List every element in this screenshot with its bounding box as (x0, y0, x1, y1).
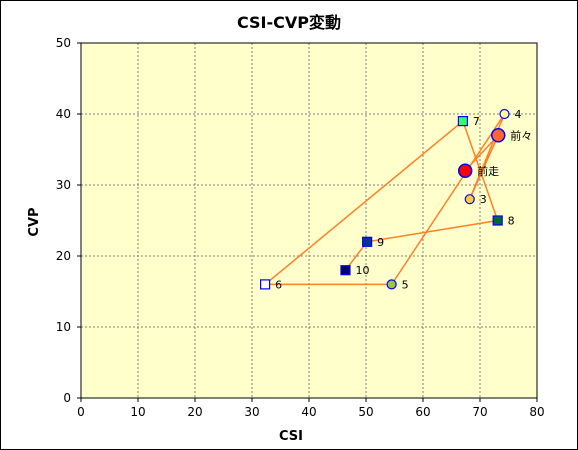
data-point (457, 115, 468, 127)
plot-area: 0 10 20 30 40 50 60 70 80 0 10 20 30 40 50 前走 前々 3 4 5 6 7 8 9 1… (56, 36, 545, 419)
data-point (386, 279, 397, 290)
data-point (492, 215, 503, 226)
y-axis-label: CVP (27, 207, 42, 236)
data-label: 前走 (477, 164, 499, 178)
data-label: 8 (508, 215, 515, 228)
y-tick-label: 10 (56, 320, 71, 334)
data-label: 4 (515, 108, 522, 121)
x-tick-label: 80 (529, 405, 544, 419)
x-tick-label: 30 (244, 405, 259, 419)
data-point (457, 163, 473, 179)
chart-title: CSI-CVP変動 (237, 13, 341, 32)
x-tick-label: 10 (130, 405, 145, 419)
y-tick-label: 20 (56, 249, 71, 263)
x-tick-label: 50 (358, 405, 373, 419)
x-axis-label: CSI (279, 429, 303, 444)
x-tick-label: 0 (77, 405, 85, 419)
data-label: 3 (480, 193, 487, 206)
data-label: 前々 (510, 128, 532, 142)
data-label: 7 (473, 115, 480, 128)
data-label: 6 (275, 278, 282, 291)
y-tick-label: 0 (63, 391, 71, 405)
y-tick-label: 30 (56, 178, 71, 192)
data-label: 9 (377, 236, 384, 249)
x-tick-label: 60 (415, 405, 430, 419)
data-point (464, 194, 475, 205)
data-point (260, 279, 271, 290)
x-tick-label: 70 (472, 405, 487, 419)
x-tick-label: 20 (187, 405, 202, 419)
data-point (490, 128, 506, 143)
y-tick-label: 50 (56, 36, 71, 50)
data-point (362, 236, 373, 247)
data-point (499, 108, 510, 120)
x-tick-label: 40 (301, 405, 316, 419)
data-point (340, 265, 351, 276)
y-tick-label: 40 (56, 107, 71, 121)
series-line (263, 113, 506, 286)
data-label: 5 (402, 278, 409, 291)
data-label: 10 (355, 264, 369, 277)
